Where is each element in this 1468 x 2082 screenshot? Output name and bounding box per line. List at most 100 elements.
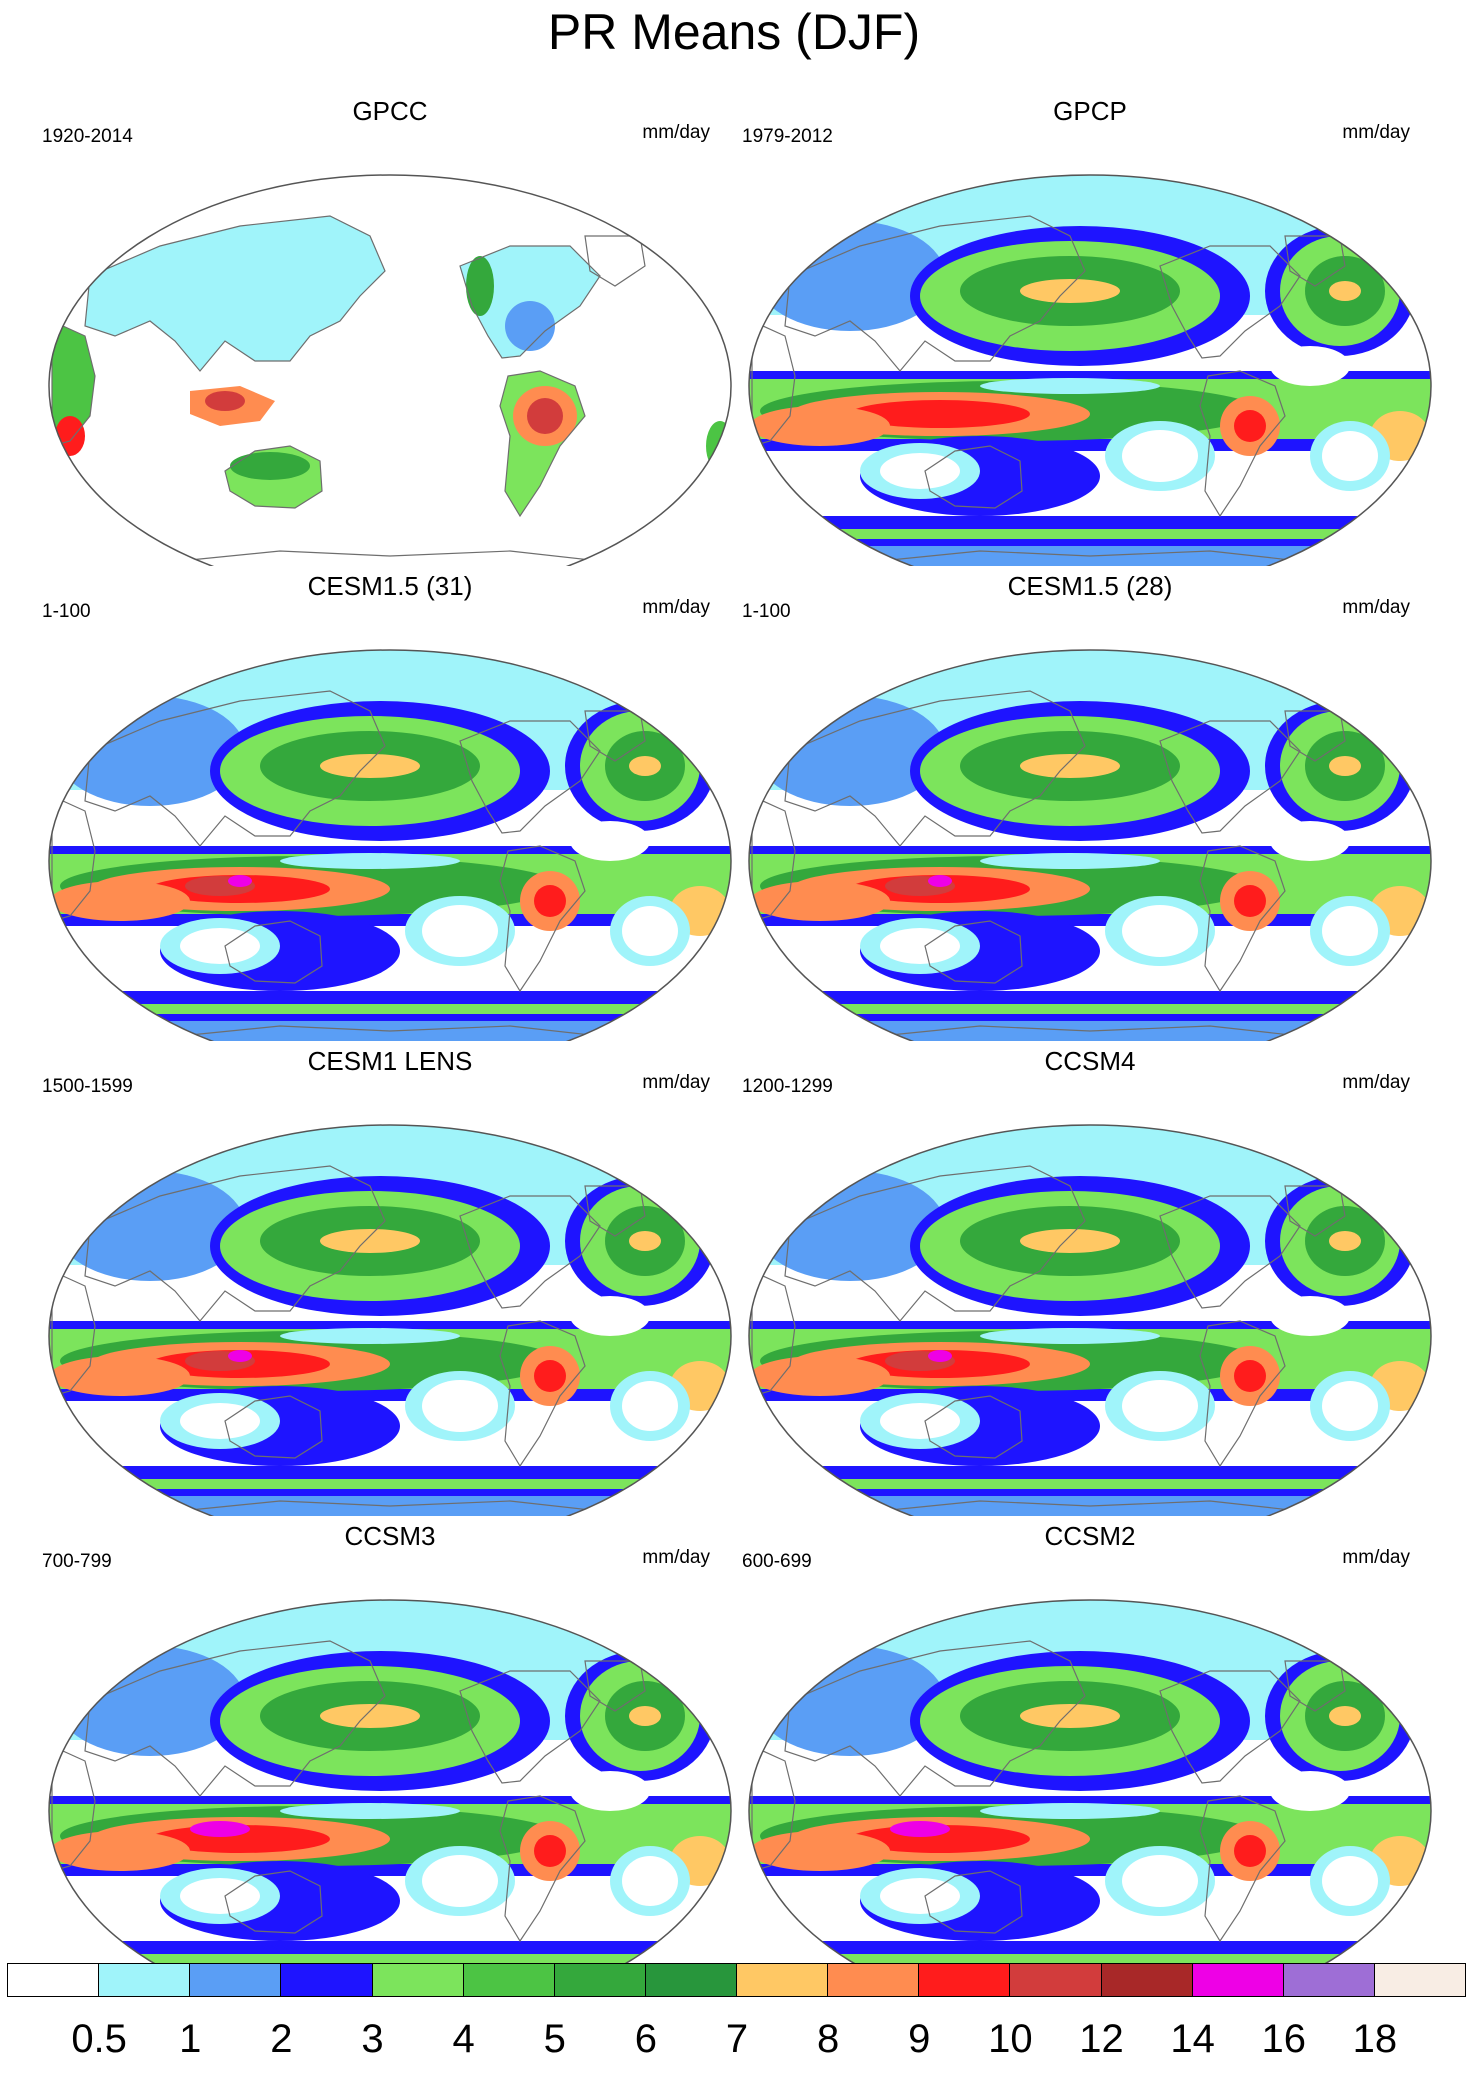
panel-period: 1979-2012 [742, 126, 833, 147]
precip-dry-south-indian-core [880, 928, 960, 964]
colorbar-legend: 0.5 1 2 3 4 5 6 7 8 9 10 12 14 16 18 [0, 1955, 1468, 2082]
coastline-asia [84, 1165, 386, 1322]
colorbar-tick-label: 3 [361, 2017, 384, 2061]
precip-pacific-northwest [466, 256, 494, 316]
colorbar-tick-label: 2 [270, 2017, 293, 2061]
coastline-australia [224, 445, 323, 509]
precip-dry-south-atlantic-core [622, 1381, 678, 1431]
precip-dry-south-atlantic-core [622, 1856, 678, 1906]
precip-equatorial-cold-tongue [980, 1328, 1160, 1344]
precip-northern-australia [230, 452, 310, 480]
precip-dry-south-atlantic-core [1322, 431, 1378, 481]
panel-units: mm/day [1342, 1072, 1410, 1093]
precip-map [748, 1599, 1432, 1991]
panel-units: mm/day [642, 597, 710, 618]
precip-dry-south-indian-core [180, 1403, 260, 1439]
precip-equatorial-cold-tongue [280, 1328, 460, 1344]
panel-title: CCSM3 [344, 1521, 436, 1551]
globe-outline [48, 1599, 732, 1991]
precip-indian-ocean [750, 406, 890, 446]
precip-north-pacific-core [1020, 754, 1120, 778]
coastline-southAmerica [499, 1795, 586, 1943]
map-panel: GPCP 1979-2012 mm/day [740, 96, 1440, 566]
colorbar-swatch [7, 1963, 100, 1997]
coastline-australia [924, 1870, 1023, 1934]
precip-field [49, 650, 731, 1041]
colorbar-swatch [553, 1963, 646, 1997]
panel-units: mm/day [642, 1547, 710, 1568]
precip-equatorial-cold-tongue [980, 378, 1160, 394]
precip-map [48, 174, 732, 566]
coastline-southAmerica [1199, 1320, 1286, 1468]
coastline-northAmerica [1159, 245, 1301, 359]
colorbar-tick-label: 4 [452, 2017, 475, 2061]
colorbar-swatch [644, 1963, 737, 1997]
precip-amazon-core [1234, 410, 1266, 442]
precip-north-pacific-core [1020, 279, 1120, 303]
panel-title: GPCP [1053, 96, 1127, 126]
panel-title: CESM1.5 (31) [307, 571, 473, 601]
coastline-australia [224, 1870, 323, 1934]
precip-indian-ocean [50, 881, 190, 921]
precip-dry-north-atlantic-subtropics [1270, 346, 1350, 386]
coastlines [751, 215, 1346, 566]
precip-dry-south-indian-core [180, 1878, 260, 1914]
precip-dry-southeast-pacific-core [1122, 1855, 1198, 1907]
globe-outline [748, 174, 1432, 566]
colorbar-swatch [1009, 1963, 1102, 1997]
panel-units: mm/day [642, 122, 710, 143]
coastlines [51, 690, 646, 1041]
precip-field [749, 650, 1431, 1041]
precip-indian-ocean [750, 1356, 890, 1396]
map-panel: CESM1 LENS 1500-1599 mm/day [40, 1046, 740, 1516]
coastline-australia [224, 1395, 323, 1459]
precip-north-atlantic-core [1329, 281, 1361, 301]
precip-southern-storm-track-core [49, 1954, 731, 1964]
precip-southern-africa [55, 416, 85, 456]
precip-amazon-core [1234, 1360, 1266, 1392]
precip-field [749, 1600, 1431, 1991]
precip-equatorial-cold-tongue [980, 853, 1160, 869]
precip-africa-east [706, 421, 731, 471]
globe-outline [748, 649, 1432, 1041]
precip-dry-south-atlantic-core [1322, 906, 1378, 956]
colorbar-swatch [189, 1963, 282, 1997]
map-panel: CCSM3 700-799 mm/day [40, 1521, 740, 1991]
coastlines [751, 690, 1346, 1041]
coastline-asia [784, 1640, 1086, 1797]
globe-outline [748, 1599, 1432, 1991]
colorbar-swatch [827, 1963, 920, 1997]
colorbar-tick-label: 8 [817, 2017, 840, 2061]
precip-indian-ocean [750, 1831, 890, 1871]
panel-units: mm/day [1342, 597, 1410, 618]
precip-dry-southeast-pacific-core [422, 905, 498, 957]
precip-dry-southeast-pacific-core [1122, 1380, 1198, 1432]
precip-north-pacific-core [320, 1229, 420, 1253]
panel-period: 700-799 [42, 1551, 112, 1572]
coastline-australia [924, 1395, 1023, 1459]
colorbar-tick-label: 10 [988, 2017, 1033, 2061]
colorbar-swatch [1282, 1963, 1375, 1997]
precip-southern-storm-track-core [49, 1004, 731, 1014]
panel-period: 1-100 [42, 601, 91, 622]
map-background [49, 175, 731, 566]
colorbar-tick-label: 6 [634, 2017, 657, 2061]
colorbar-tick-label: 7 [725, 2017, 749, 2061]
figure-title: PR Means (DJF) [547, 4, 921, 60]
colorbar-tick-label: 18 [1352, 2017, 1398, 2061]
colorbar-tick-label: 12 [1079, 2017, 1124, 2061]
precip-dry-north-atlantic-subtropics [570, 821, 650, 861]
precip-dry-north-atlantic-subtropics [570, 1771, 650, 1811]
precip-dry-south-indian-core [880, 453, 960, 489]
colorbar-swatch [462, 1963, 555, 1997]
panel-title: CCSM4 [1044, 1046, 1136, 1076]
precip-equatorial-cold-tongue [280, 1803, 460, 1819]
precip-amazon-core [1234, 1835, 1266, 1867]
colorbar-swatch [1100, 1963, 1193, 1997]
coastline-southAmerica [499, 845, 586, 993]
precip-indian-ocean [50, 1356, 190, 1396]
precip-dry-south-indian-core [880, 1403, 960, 1439]
coastline-australia [224, 920, 323, 984]
colorbar-tick-label: 0.5 [71, 2017, 127, 2061]
precip-dry-southeast-pacific-core [422, 1855, 498, 1907]
